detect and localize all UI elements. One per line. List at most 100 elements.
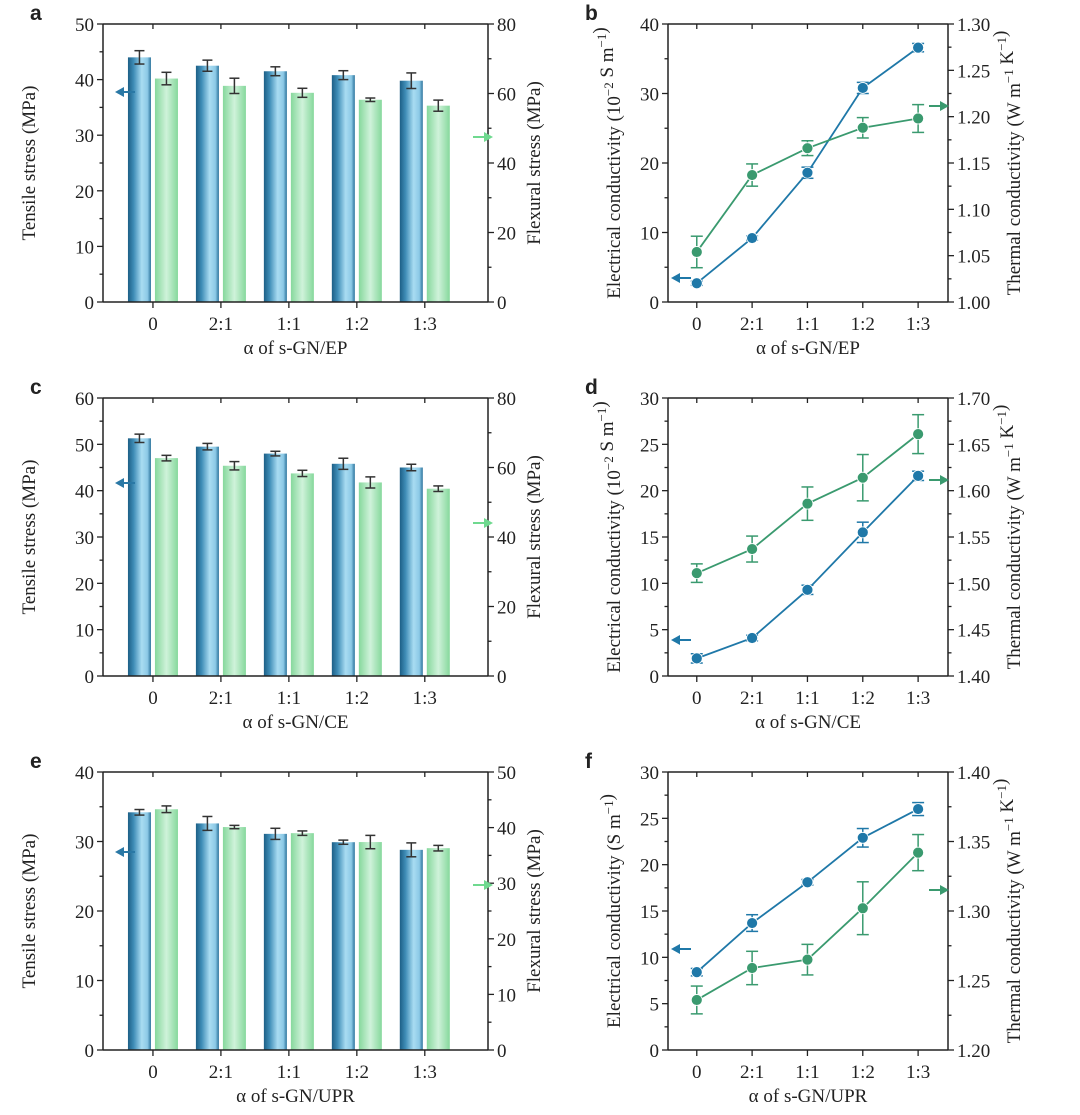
right-tick-label: 40 (497, 819, 516, 840)
x-tick-label: 0 (148, 1062, 158, 1083)
left-tick-label: 10 (75, 237, 94, 258)
left-tick-label: 15 (640, 902, 659, 923)
left-tick-label: 20 (75, 182, 94, 203)
x-axis-label: α of s-GN/EP (244, 338, 348, 359)
x-tick-label: 1:1 (795, 688, 819, 709)
left-tick-label: 0 (85, 667, 95, 688)
bar-flexural (222, 85, 246, 302)
bar-flexural (154, 809, 178, 1050)
left-axis-arrow-head (115, 847, 124, 857)
left-tick-label: 15 (640, 528, 659, 549)
right-axis-arrow-head (940, 885, 949, 895)
label-segment: ) (990, 31, 1011, 37)
left-axis-arrow-head (671, 635, 680, 645)
left-tick-label: 0 (85, 1041, 95, 1062)
x-axis-label: α of s-GN/UPR (749, 1086, 868, 1107)
data-point (856, 82, 869, 94)
panel-d: d 0 5 10 15 20 25 30 1.40 1.45 1.50 1.55 1.60 1.65 1.7… (585, 376, 1025, 733)
panel-letter: d (585, 376, 598, 399)
x-tick-label: 2:1 (209, 1062, 233, 1083)
bar-flexural (426, 105, 450, 302)
y-axis-label-left: Electrical conductivity (10−2 S m−1) (590, 401, 625, 672)
bar-tensile (127, 57, 151, 302)
left-tick-label: 40 (75, 763, 94, 784)
left-tick-label: 20 (640, 482, 659, 503)
x-axis-label: α of s-GN/EP (756, 338, 860, 359)
x-tick-label: 1:3 (906, 688, 930, 709)
superscript: −1 (994, 411, 1009, 425)
x-tick-label: 1:2 (345, 688, 369, 709)
right-tick-label: 1.30 (957, 902, 990, 923)
left-tick-label: 40 (75, 71, 94, 92)
left-tick-label: 20 (75, 574, 94, 595)
right-axis-arrow-head (940, 101, 949, 111)
right-tick-label: 80 (497, 389, 516, 410)
x-tick-label: 0 (148, 688, 158, 709)
right-tick-label: 1.45 (957, 621, 990, 642)
bar-tensile (263, 833, 287, 1050)
right-tick-label: 20 (497, 224, 516, 245)
x-tick-label: 0 (692, 314, 702, 335)
series-line-thermal (696, 851, 919, 1001)
data-point (912, 846, 925, 859)
x-tick-label: 1:2 (851, 1062, 875, 1083)
panel-letter: f (585, 750, 593, 773)
data-point (746, 632, 759, 644)
y-axis-label-right: Thermal conductivity (W m−1 K−1) (990, 31, 1025, 296)
left-axis-arrow-head (671, 944, 680, 954)
panel-c: c 0 10 20 30 40 50 60 0 20 40 60 80 0 2:1 1:1 1:2 1:3 α of… (19, 376, 545, 733)
right-tick-label: 60 (497, 85, 516, 106)
data-point (746, 169, 759, 181)
x-tick-label: 1:1 (277, 314, 301, 335)
label-segment: S m (597, 47, 618, 82)
data-point (801, 876, 814, 889)
right-tick-label: 1.20 (957, 108, 990, 129)
bar-flexural (290, 473, 314, 676)
bar-tensile (195, 823, 219, 1050)
right-tick-label: 1.60 (957, 482, 990, 503)
left-axis-arrow-head (115, 478, 124, 488)
right-tick-label: 1.25 (957, 61, 990, 82)
x-tick-label: 1:3 (413, 1062, 437, 1083)
x-tick-label: 1:2 (851, 688, 875, 709)
data-point (746, 543, 759, 555)
data-point (690, 567, 703, 580)
right-tick-label: 1.00 (957, 293, 990, 314)
right-tick-label: 1.65 (957, 435, 990, 456)
x-tick-label: 1:3 (906, 1062, 930, 1083)
data-point (746, 232, 759, 244)
data-point (856, 902, 869, 915)
left-tick-label: 30 (75, 528, 94, 549)
right-tick-label: 1.10 (957, 200, 990, 221)
left-tick-label: 30 (640, 389, 659, 410)
data-point (801, 142, 814, 155)
x-tick-label: 2:1 (740, 688, 764, 709)
superscript: −1 (994, 37, 1009, 51)
superscript: −1 (1001, 69, 1016, 83)
data-point (856, 831, 869, 844)
left-tick-label: 60 (75, 389, 94, 410)
x-tick-label: 2:1 (209, 688, 233, 709)
left-tick-label: 10 (75, 972, 94, 993)
label-segment: K (997, 799, 1018, 818)
right-tick-label: 1.50 (957, 574, 990, 595)
bar-flexural (358, 842, 382, 1050)
right-tick-label: 1.30 (957, 15, 990, 36)
right-tick-label: 1.40 (957, 667, 990, 688)
x-tick-label: 1:2 (345, 314, 369, 335)
bar-tensile (195, 446, 219, 676)
left-tick-label: 0 (650, 667, 660, 688)
label-segment: Electrical conductivity (10 (604, 96, 625, 299)
data-point (912, 41, 925, 54)
bar-flexural (154, 458, 178, 676)
right-tick-label: 80 (497, 15, 516, 36)
right-axis-arrow-head (940, 475, 949, 485)
label-segment: Thermal conductivity (W m (1004, 831, 1025, 1044)
bar-flexural (222, 827, 246, 1050)
x-tick-label: 1:2 (851, 314, 875, 335)
x-tick-label: 1:1 (277, 1062, 301, 1083)
label-segment: ) (990, 405, 1011, 411)
data-point (801, 583, 814, 596)
left-tick-label: 30 (640, 85, 659, 106)
